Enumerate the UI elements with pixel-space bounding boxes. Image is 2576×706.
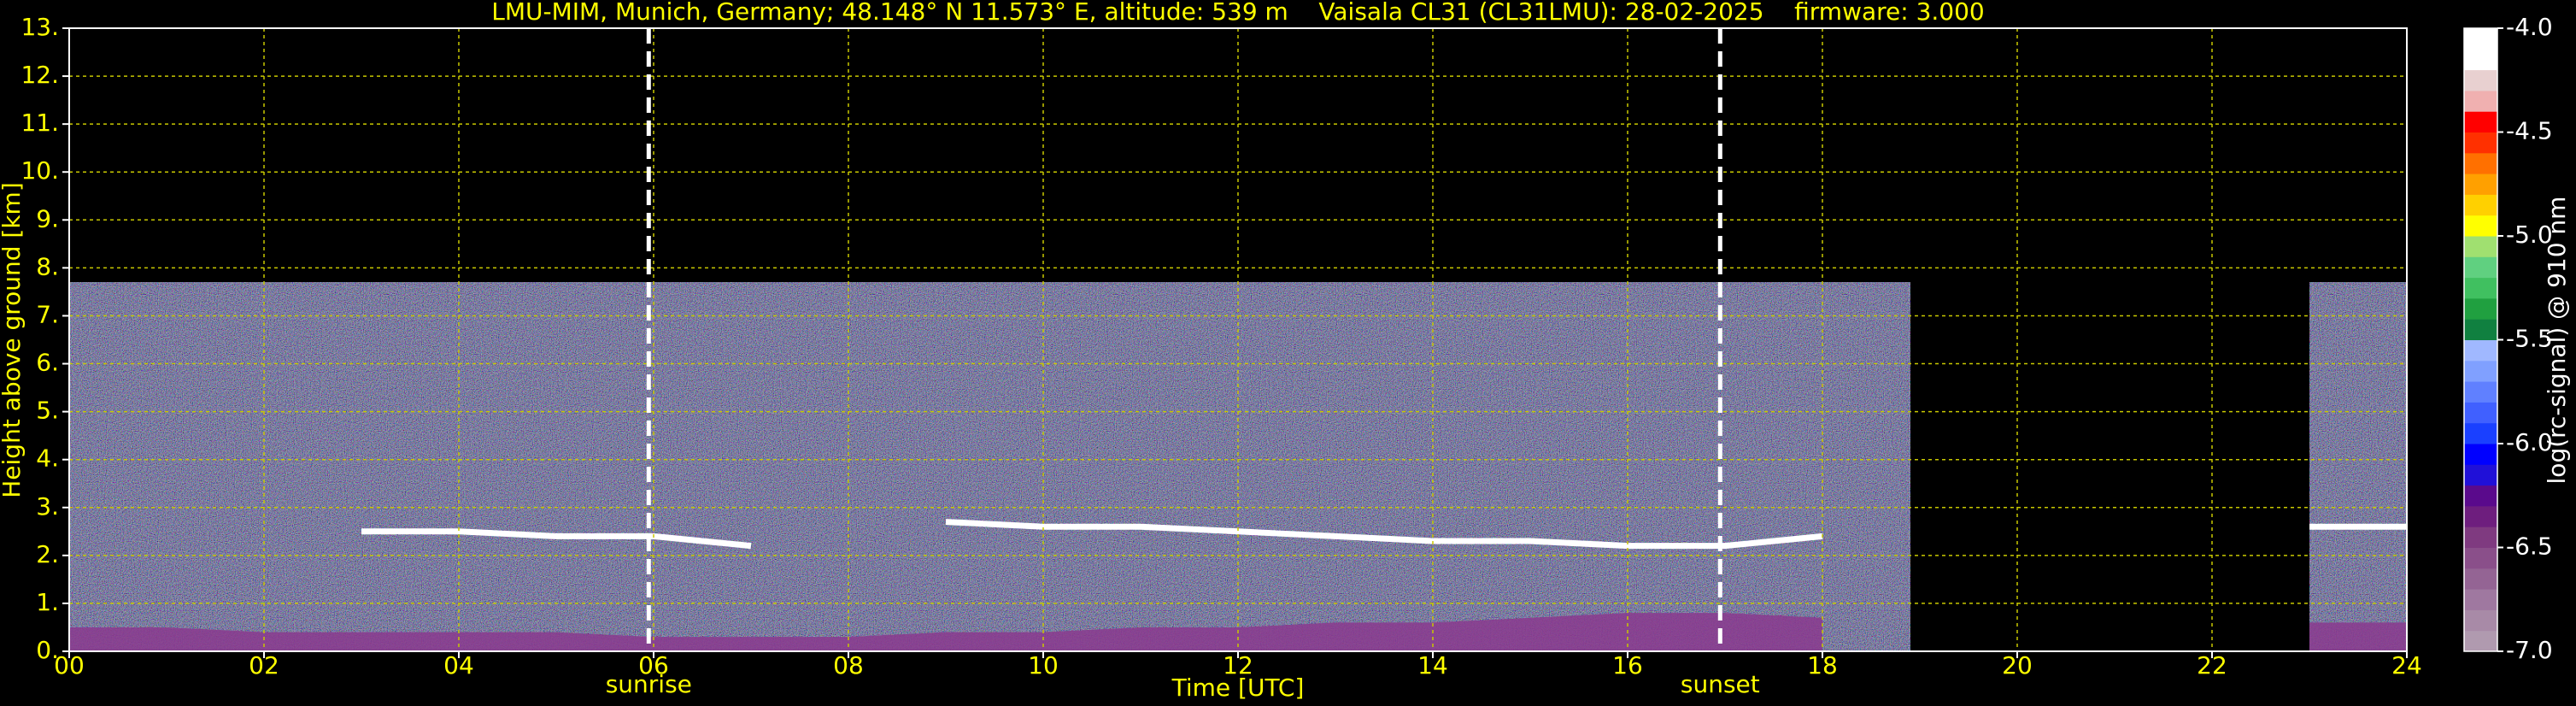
- colorbar-level: [2464, 90, 2497, 112]
- x-tick-label: 12: [1223, 651, 1253, 680]
- boundary-layer: [2309, 622, 2407, 651]
- boundary-layer: [69, 613, 1822, 651]
- colorbar-level: [2464, 485, 2497, 507]
- colorbar-level: [2464, 215, 2497, 237]
- y-tick-label: 0.: [36, 636, 59, 664]
- colorbar-tick-label: -5.5: [2506, 325, 2553, 353]
- colorbar-level: [2464, 132, 2497, 154]
- y-tick-label: 6.: [36, 349, 59, 377]
- colorbar-level: [2464, 69, 2497, 91]
- colorbar-level: [2464, 422, 2497, 444]
- x-tick-label: 10: [1028, 651, 1059, 680]
- colorbar-level: [2464, 277, 2497, 299]
- x-tick-label: 16: [1612, 651, 1643, 680]
- colorbar-level: [2464, 174, 2497, 195]
- y-tick-label: 13.: [21, 13, 59, 41]
- colorbar-level: [2464, 589, 2497, 610]
- colorbar-level: [2464, 28, 2497, 50]
- colorbar-level: [2464, 194, 2497, 216]
- x-tick-label: 22: [2197, 651, 2227, 680]
- y-tick-label: 10.: [21, 156, 59, 185]
- x-tick-label: 14: [1417, 651, 1448, 680]
- y-tick-label: 1.: [36, 588, 59, 616]
- chart-title: LMU-MIM, Munich, Germany; 48.148° N 11.5…: [491, 0, 1985, 26]
- colorbar-level: [2464, 339, 2497, 362]
- x-tick-label: 20: [2002, 651, 2033, 680]
- y-tick-label: 4.: [36, 444, 59, 473]
- x-axis-label: Time [UTC]: [1171, 674, 1305, 702]
- colorbar-level: [2464, 256, 2497, 279]
- x-tick-label: 24: [2391, 651, 2422, 680]
- colorbar-level: [2464, 444, 2497, 465]
- y-tick-label: 2.: [36, 540, 59, 568]
- x-tick-label: 06: [638, 651, 669, 680]
- y-tick-label: 8.: [36, 252, 59, 280]
- x-tick-label: 02: [249, 651, 279, 680]
- colorbar-level: [2464, 464, 2497, 486]
- colorbar-level: [2464, 609, 2497, 632]
- colorbar-tick-label: -7.0: [2506, 636, 2553, 664]
- x-tick-label: 18: [1807, 651, 1838, 680]
- colorbar-tick-label: -4.5: [2506, 117, 2553, 145]
- colorbar-level: [2464, 236, 2497, 257]
- colorbar-level: [2464, 111, 2497, 132]
- signal-region: [2309, 282, 2407, 651]
- colorbar-level: [2464, 630, 2497, 652]
- colorbar-level: [2464, 402, 2497, 424]
- y-tick-label: 7.: [36, 300, 59, 328]
- colorbar-level: [2464, 297, 2497, 320]
- event-label: sunrise: [606, 670, 692, 698]
- y-axis-label: Height above ground [km]: [0, 182, 26, 498]
- colorbar-tick-label: -4.0: [2506, 13, 2553, 41]
- colorbar-level: [2464, 319, 2497, 340]
- colorbar-level: [2464, 527, 2497, 548]
- colorbar-level: [2464, 505, 2497, 527]
- colorbar-label: log(rc-signal) @ 910 nm: [2543, 197, 2571, 485]
- x-tick-label: 08: [833, 651, 864, 680]
- y-tick-label: 3.: [36, 492, 59, 521]
- colorbar-tick-label: -6.0: [2506, 428, 2553, 456]
- x-tick-label: 04: [443, 651, 474, 680]
- y-tick-label: 9.: [36, 204, 59, 232]
- colorbar-level: [2464, 49, 2497, 71]
- y-tick-label: 5.: [36, 397, 59, 425]
- colorbar-level: [2464, 152, 2497, 174]
- y-tick-label: 12.: [21, 61, 59, 89]
- colorbar-level: [2464, 568, 2497, 590]
- colorbar-level: [2464, 547, 2497, 569]
- colorbar-tick-label: -6.5: [2506, 532, 2553, 561]
- y-tick-label: 11.: [21, 109, 59, 137]
- event-label: sunset: [1681, 670, 1760, 698]
- colorbar-level: [2464, 360, 2497, 382]
- signal-region: [69, 282, 1910, 651]
- colorbar-tick-label: -5.0: [2506, 221, 2553, 249]
- cloud-layer: [361, 528, 752, 550]
- plot-frame: [68, 27, 2408, 652]
- colorbar-level: [2464, 381, 2497, 403]
- x-tick-label: 00: [54, 651, 85, 680]
- cloud-layer: [945, 519, 1823, 550]
